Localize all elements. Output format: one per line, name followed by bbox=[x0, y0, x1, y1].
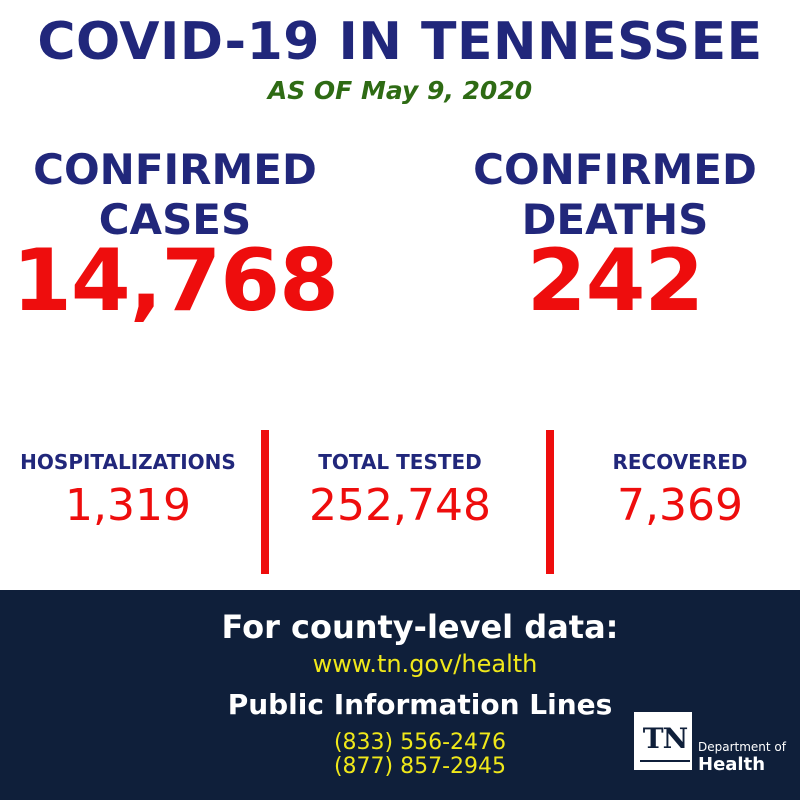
hospitalizations-value: 1,319 bbox=[65, 480, 191, 531]
public-info-lines-heading: Public Information Lines bbox=[227, 688, 613, 721]
stat-divider bbox=[261, 430, 269, 574]
page-title: COVID-19 IN TENNESSEE bbox=[37, 12, 763, 72]
county-data-heading: For county-level data: bbox=[221, 608, 619, 646]
phone-number-1[interactable]: (833) 556-2476 bbox=[333, 730, 507, 755]
recovered-value: 7,369 bbox=[617, 480, 743, 531]
recovered-label: RECOVERED bbox=[612, 450, 748, 474]
confirmed-cases-label-line2: CASES bbox=[98, 195, 252, 244]
health-website-link[interactable]: www.tn.gov/health bbox=[312, 650, 538, 678]
confirmed-deaths-label: CONFIRMED DEATHS bbox=[440, 145, 790, 245]
as-of-date: AS OF May 9, 2020 bbox=[267, 76, 533, 105]
confirmed-deaths-label-line1: CONFIRMED bbox=[473, 145, 757, 194]
tn-logo-text: TN bbox=[642, 722, 688, 755]
confirmed-cases-label-line1: CONFIRMED bbox=[33, 145, 317, 194]
total-tested-value: 252,748 bbox=[309, 480, 491, 531]
total-tested-label: TOTAL TESTED bbox=[318, 450, 482, 474]
confirmed-cases-value: 14,768 bbox=[12, 231, 339, 331]
hospitalizations-label: HOSPITALIZATIONS bbox=[20, 450, 236, 474]
tn-department-of-health-logo: TN Department of Health bbox=[634, 712, 794, 776]
footer-panel: For county-level data: www.tn.gov/health… bbox=[0, 590, 800, 800]
logo-health-text: Health bbox=[698, 754, 766, 775]
stat-divider bbox=[546, 430, 554, 574]
confirmed-cases-label: CONFIRMED CASES bbox=[0, 145, 350, 245]
tn-logo-mark: TN bbox=[634, 712, 692, 770]
confirmed-deaths-label-line2: DEATHS bbox=[521, 195, 709, 244]
phone-number-2[interactable]: (877) 857-2945 bbox=[333, 754, 507, 779]
confirmed-deaths-value: 242 bbox=[526, 231, 705, 331]
tn-logo-rule bbox=[640, 760, 690, 762]
logo-department-text: Department of bbox=[698, 740, 786, 754]
